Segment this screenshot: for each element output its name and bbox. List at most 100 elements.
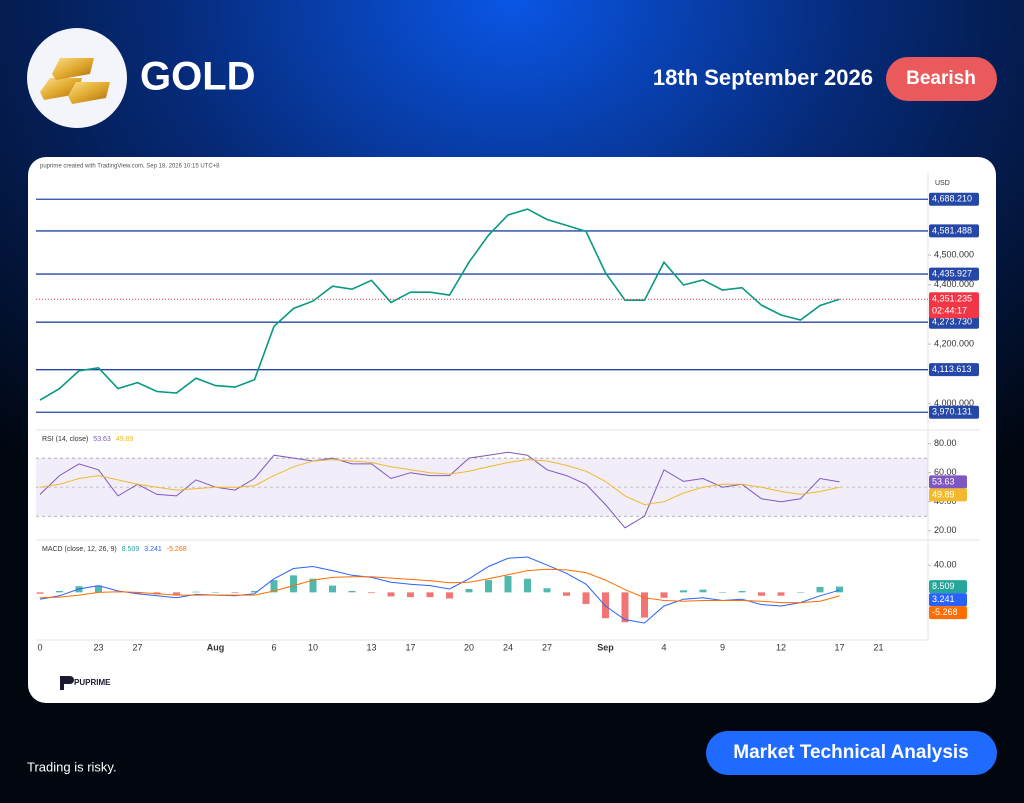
- date: 18th September 2026: [653, 65, 873, 90]
- histogram-bar: [192, 591, 200, 593]
- title: GOLD: [140, 55, 256, 99]
- histogram-bar: [56, 591, 63, 593]
- legend-value: 49.89: [116, 436, 134, 443]
- histogram-bar: [524, 578, 531, 593]
- x-tick-label: 23: [93, 642, 103, 652]
- x-tick-label: 27: [132, 642, 142, 652]
- last-price-label: 4,351.235: [932, 294, 972, 304]
- y-tick-label: 40.00: [934, 560, 957, 570]
- histogram-bar: [582, 592, 590, 604]
- histogram-bar: [368, 592, 375, 594]
- value-box: [929, 580, 967, 594]
- indicator-line: [39, 556, 840, 624]
- histogram-bar: [699, 589, 707, 593]
- x-tick-label: 13: [366, 642, 376, 652]
- x-tick-label: 20: [464, 642, 474, 652]
- x-tick-label: 9: [720, 642, 725, 652]
- x-tick-label: 27: [542, 642, 552, 652]
- histogram-bar: [446, 592, 453, 599]
- price-line: [39, 208, 840, 401]
- x-tick-label: 17: [834, 642, 844, 652]
- x-tick-label: 6: [271, 642, 276, 652]
- histogram-bar: [329, 585, 336, 593]
- legend-value: -5.268: [167, 546, 187, 553]
- histogram-bar: [758, 592, 765, 596]
- histogram-bar: [309, 578, 317, 593]
- value-box-label: 53.63: [932, 476, 955, 486]
- histogram-bar: [738, 591, 746, 593]
- last-price-box: [929, 292, 979, 319]
- x-tick-label: 12: [776, 642, 786, 652]
- level-label: 4,688.210: [932, 194, 972, 204]
- histogram-bar: [485, 580, 492, 593]
- histogram-bar: [290, 575, 297, 593]
- level-label: 4,273.730: [932, 317, 972, 327]
- y-tick-label: 4,200.000: [934, 338, 974, 348]
- level-label: 4,581.488: [932, 225, 972, 235]
- level-label-box: [929, 267, 979, 281]
- histogram-bar: [426, 592, 434, 598]
- histogram-bar: [465, 588, 473, 593]
- attribution: puprime created with TradingView.com, Se…: [40, 164, 220, 170]
- y-tick-label: 4,500.000: [934, 249, 974, 259]
- x-tick-label: 17: [405, 642, 415, 652]
- y-tick-label: 80.00: [934, 438, 957, 448]
- value-box: [929, 593, 967, 607]
- histogram-bar: [231, 592, 239, 594]
- x-tick-label: 4: [661, 642, 666, 652]
- level-label-box: [929, 224, 979, 238]
- indicator-line: [39, 568, 840, 604]
- histogram-bar: [543, 588, 551, 593]
- indicator-line: [39, 459, 840, 506]
- histogram-bar: [641, 592, 648, 618]
- level-label: 3,970.131: [932, 407, 972, 417]
- histogram-bar: [777, 592, 785, 596]
- y-tick-label: 60.00: [934, 467, 957, 477]
- level-label-box: [929, 405, 979, 419]
- histogram-bar: [680, 590, 687, 593]
- value-box-label: 3.241: [932, 594, 955, 604]
- histogram-bar: [348, 591, 356, 593]
- value-box-label: 49.89: [932, 489, 955, 499]
- legend-value: 53.63: [93, 436, 111, 443]
- legend-value: 3.241: [144, 546, 162, 553]
- histogram-bar: [212, 592, 219, 593]
- histogram-bar: [251, 591, 258, 593]
- x-tick-label: Sep: [597, 642, 614, 652]
- histogram-bar: [563, 592, 570, 596]
- sentiment: Bearish: [906, 68, 976, 89]
- x-tick-label: 24: [503, 642, 513, 652]
- indicator-line: [39, 451, 840, 529]
- y-tick-label: 20.00: [934, 525, 957, 535]
- histogram-bar: [836, 586, 843, 593]
- histogram-bar: [36, 592, 44, 594]
- value-box-label: 8.509: [932, 581, 955, 591]
- value-box: [929, 475, 967, 489]
- level-label-box: [929, 192, 979, 206]
- histogram-bar: [621, 592, 629, 623]
- brand: PUPRIME: [60, 676, 111, 690]
- value-box-label: -5.268: [932, 607, 958, 617]
- countdown: 02:44:17: [932, 306, 967, 316]
- pane-title: RSI (14, close): [42, 436, 88, 443]
- histogram-bar: [504, 576, 512, 593]
- pane-title: MACD (close, 12, 26, 9): [42, 546, 117, 553]
- value-box: [929, 488, 967, 502]
- cta-text: Market Technical Analysis: [733, 742, 969, 763]
- level-label: 4,435.927: [932, 268, 972, 278]
- histogram-bar: [134, 592, 141, 594]
- histogram-bar: [270, 580, 278, 593]
- histogram-bar: [797, 592, 804, 593]
- histogram-bar: [816, 586, 824, 593]
- y-tick-label: 4,000.000: [934, 398, 974, 408]
- legend-value: 8.509: [122, 546, 140, 553]
- y-tick-label: 4,400.000: [934, 279, 974, 289]
- histogram-bar: [173, 592, 180, 596]
- sentiment-pill: [886, 57, 997, 101]
- histogram-bar: [95, 585, 102, 593]
- value-box: [929, 606, 967, 620]
- level-label-box: [929, 315, 979, 329]
- x-tick-label: 0: [37, 642, 42, 652]
- x-tick-label: 10: [308, 642, 318, 652]
